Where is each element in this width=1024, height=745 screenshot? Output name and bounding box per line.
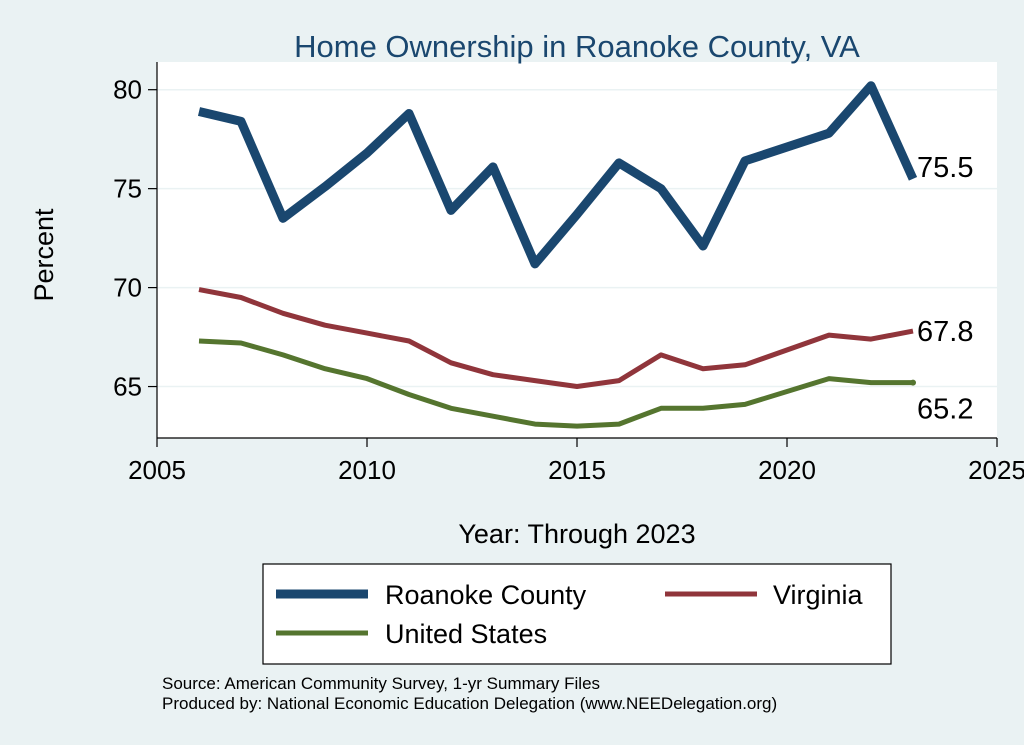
series-end-marker-united-states bbox=[910, 379, 916, 386]
end-label-united-states: 65.2 bbox=[917, 394, 973, 426]
x-tick-label: 2025 bbox=[968, 455, 1024, 485]
axes bbox=[148, 62, 998, 447]
x-tick-label: 2015 bbox=[548, 455, 606, 485]
legend-label-roanoke-county: Roanoke County bbox=[385, 580, 587, 610]
x-tick-label: 2010 bbox=[338, 455, 396, 485]
legend: Roanoke County Virginia United States bbox=[262, 563, 892, 665]
series-line-united-states bbox=[198, 338, 913, 429]
chart-title: Home Ownership in Roanoke County, VA bbox=[294, 29, 860, 64]
y-tick-label: 75 bbox=[113, 174, 142, 204]
series-lines bbox=[197, 81, 918, 429]
series-line-roanoke-county bbox=[197, 81, 918, 269]
y-axis-title: Percent bbox=[29, 208, 59, 302]
y-tick-label: 80 bbox=[113, 75, 142, 105]
series-line-virginia bbox=[198, 287, 914, 389]
legend-box bbox=[262, 563, 892, 665]
x-axis-title: Year: Through 2023 bbox=[458, 519, 695, 549]
tick-labels: 65 70 75 80 2005 2010 2015 2020 2025 bbox=[113, 75, 1024, 485]
x-tick-label: 2005 bbox=[128, 455, 186, 485]
grid-lines bbox=[157, 88, 997, 388]
end-label-roanoke-county: 75.5 bbox=[917, 152, 973, 184]
producer-note: Produced by: National Economic Education… bbox=[162, 694, 777, 713]
legend-label-virginia: Virginia bbox=[773, 580, 864, 610]
x-tick-label: 2020 bbox=[758, 455, 816, 485]
end-labels: 75.5 67.8 65.2 bbox=[917, 152, 973, 426]
end-label-virginia: 67.8 bbox=[917, 316, 973, 348]
plot-background bbox=[157, 62, 997, 438]
y-tick-label: 70 bbox=[113, 273, 142, 303]
y-tick-label: 65 bbox=[113, 372, 142, 402]
legend-label-united-states: United States bbox=[385, 619, 547, 649]
source-note: Source: American Community Survey, 1-yr … bbox=[162, 674, 600, 693]
